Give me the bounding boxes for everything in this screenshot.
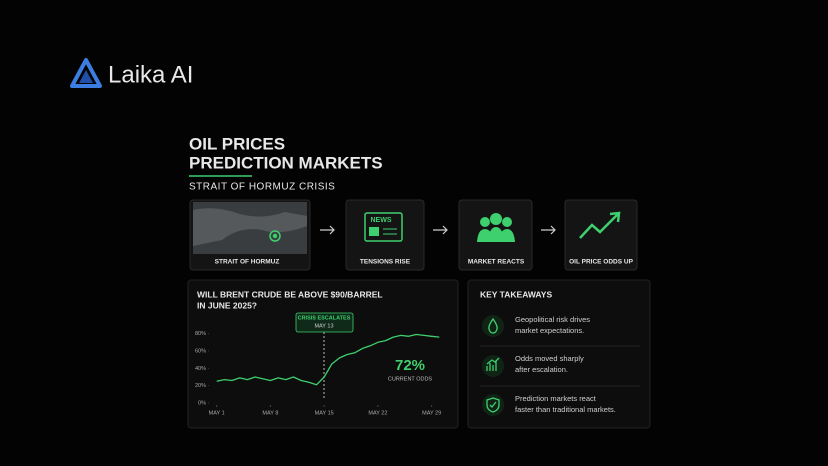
brand: Laika AI	[108, 61, 193, 88]
annotation-box	[295, 312, 354, 333]
flow-label: STRAIT OF HORMUZ	[215, 259, 280, 266]
news-icon: NEWS	[371, 217, 392, 224]
title: OIL PRICES	[189, 134, 285, 153]
takeaway-text: market expectations.	[515, 326, 584, 335]
takeaway-text: faster than traditional markets.	[515, 405, 616, 414]
x-tick-label: MAY 29	[422, 410, 441, 416]
y-tick-label: 80%	[195, 331, 206, 337]
chart-title: WILL BRENT CRUDE BE ABOVE $90/BARREL	[197, 289, 383, 299]
flow-label: MARKET REACTS	[468, 259, 525, 266]
flow-step: OIL PRICE ODDS UP	[564, 199, 638, 271]
flow-arrows	[320, 225, 556, 235]
subtitle: STRAIT OF HORMUZ CRISIS	[189, 182, 335, 193]
annotation: CRISIS ESCALATES	[298, 315, 351, 321]
x-tick-label: MAY 1	[209, 410, 225, 416]
takeaway-text: Geopolitical risk drives	[515, 315, 590, 324]
data-line	[216, 333, 440, 386]
x-tick-label: MAY 22	[368, 410, 387, 416]
logo	[70, 58, 102, 88]
flow-step: STRAIT OF HORMUZ	[189, 199, 311, 271]
takeaway-icons	[482, 315, 504, 416]
plot: 0% 20% 40% 60% 80% MAY 1 MAY 8 MAY 15 MAY 22 MAY …	[195, 331, 441, 416]
callout-value: 72%	[395, 357, 425, 374]
flow-label: TENSIONS RISE	[360, 259, 411, 266]
x-tick-label: MAY 15	[315, 410, 334, 416]
x-tick-label: MAY 8	[262, 410, 278, 416]
flow-step: MARKET REACTS	[458, 199, 533, 271]
y-tick-label: 20%	[195, 383, 206, 389]
y-tick-label: 0%	[198, 400, 206, 406]
takeaway-text: Prediction markets react	[515, 394, 597, 403]
takeaway-text: Odds moved sharply	[515, 354, 584, 363]
y-tick-label: 40%	[195, 366, 206, 372]
takeaways-panel	[467, 279, 651, 429]
title: PREDICTION MARKETS	[189, 153, 383, 172]
takeaways-title: KEY TAKEAWAYS	[480, 289, 552, 299]
flow-label: OIL PRICE ODDS UP	[569, 259, 633, 266]
chart-panel	[187, 279, 459, 429]
flow-step: NEWS TENSIONS RISE	[345, 199, 425, 271]
callout-caption: CURRENT ODDS	[388, 376, 433, 382]
annotation: MAY 13	[314, 323, 333, 329]
takeaway-text: after escalation.	[515, 365, 568, 374]
y-tick-label: 60%	[195, 348, 206, 354]
chart-title: IN JUNE 2025?	[197, 300, 257, 310]
